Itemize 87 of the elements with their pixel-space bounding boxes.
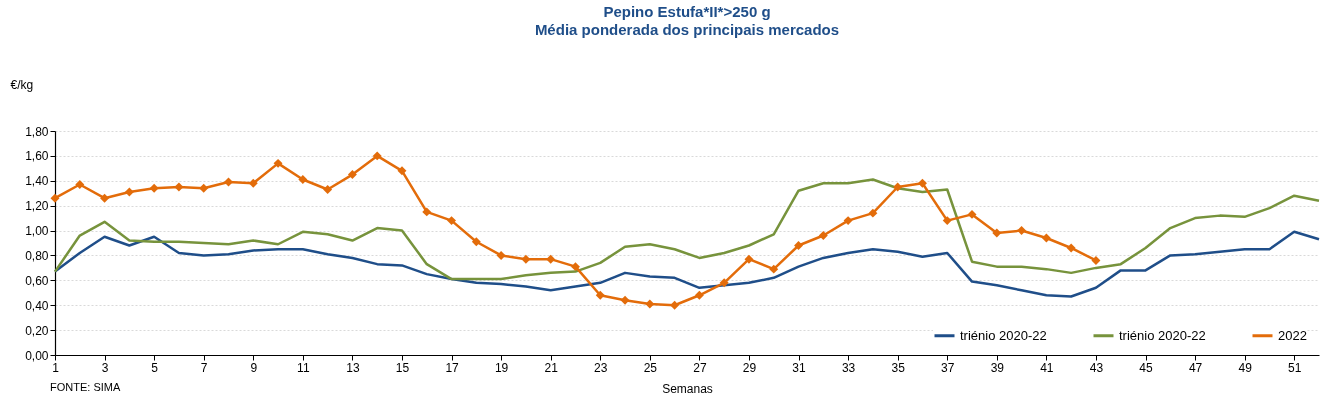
x-tick-label: 29 <box>742 360 757 375</box>
x-tick-label: 45 <box>1139 360 1153 375</box>
x-tick-label: 17 <box>445 360 460 375</box>
x-tick-label: 5 <box>151 360 159 375</box>
point <box>100 193 110 203</box>
point <box>422 207 432 217</box>
point <box>1091 255 1101 265</box>
x-tick-label: 27 <box>693 360 707 375</box>
point <box>694 290 704 300</box>
point <box>992 228 1002 238</box>
point <box>769 264 779 274</box>
x-tick-label: 43 <box>1089 360 1104 375</box>
x-tick-label: 21 <box>544 360 559 375</box>
point <box>645 299 655 309</box>
y-tick-label: 0,40 <box>25 298 49 313</box>
point <box>273 158 283 168</box>
point <box>521 254 531 264</box>
point <box>248 178 258 188</box>
y-tick-label: 1,40 <box>25 174 49 189</box>
point <box>1041 233 1051 243</box>
point <box>50 193 60 203</box>
x-tick-label: 51 <box>1288 360 1302 375</box>
point <box>818 231 828 241</box>
x-tick-label: 7 <box>200 360 208 375</box>
x-tick-label: 47 <box>1188 360 1203 375</box>
x-tick-label: 11 <box>297 360 310 375</box>
point <box>942 216 952 226</box>
point <box>1017 226 1027 236</box>
x-tick-label: 37 <box>941 360 955 375</box>
point <box>620 295 630 305</box>
point <box>868 208 878 218</box>
y-tick-label: 0,20 <box>25 323 49 338</box>
y-tick-label: 1,80 <box>25 124 49 139</box>
x-tick-label: 9 <box>250 360 258 375</box>
point <box>546 254 556 264</box>
point <box>595 290 605 300</box>
point <box>199 183 209 193</box>
point <box>471 237 481 247</box>
x-tick-label: 41 <box>1040 360 1054 375</box>
y-tick-label: 1,20 <box>25 199 49 214</box>
point <box>719 278 729 288</box>
point <box>496 250 506 260</box>
point <box>571 262 580 272</box>
point <box>75 180 85 189</box>
point <box>744 254 754 264</box>
x-tick-label: 39 <box>990 360 1005 375</box>
point <box>397 166 407 176</box>
chart-subtitle: Média ponderada dos principais mercados <box>534 21 840 38</box>
y-tick-label: 0,00 <box>25 348 49 363</box>
x-tick-label: 19 <box>494 360 509 375</box>
point <box>174 182 184 192</box>
point <box>1066 243 1076 253</box>
legend-label: 2022 <box>1278 327 1307 343</box>
x-tick-label: 1 <box>52 360 60 375</box>
x-tick-label: 49 <box>1238 360 1253 375</box>
y-tick-label: 0,60 <box>25 273 49 288</box>
point <box>347 170 357 180</box>
x-tick-label: 13 <box>346 360 360 375</box>
point <box>917 178 927 188</box>
y-tick-label: 1,00 <box>25 224 49 239</box>
y-axis-title: €/kg <box>10 77 34 92</box>
point <box>967 209 977 219</box>
line-series <box>53 178 1321 281</box>
x-tick-label: 23 <box>594 360 608 375</box>
x-tick-label: 15 <box>395 360 410 375</box>
legend-label: triénio 2020-22 <box>1119 327 1206 343</box>
legend-label: triénio 2020-22 <box>960 327 1047 343</box>
point <box>447 216 457 226</box>
y-tick-label: 0,80 <box>25 248 49 263</box>
x-tick-label: 35 <box>891 360 906 375</box>
point <box>794 241 803 250</box>
x-tick-label: 3 <box>101 360 109 375</box>
y-tick-label: 1,60 <box>25 149 49 164</box>
chart-title: Pepino Estufa*II*>250 g <box>603 3 771 20</box>
point <box>893 182 903 192</box>
point <box>843 216 853 226</box>
point <box>372 151 382 161</box>
point <box>670 300 680 310</box>
x-tick-label: 33 <box>841 360 856 375</box>
point <box>298 175 308 185</box>
point <box>149 183 159 193</box>
x-axis-title: Semanas <box>662 381 713 396</box>
source-note: FONTE: SIMA <box>50 381 121 393</box>
point <box>323 185 333 194</box>
x-tick-label: 25 <box>643 360 658 375</box>
point <box>124 187 134 197</box>
x-tick-label: 31 <box>792 360 807 375</box>
